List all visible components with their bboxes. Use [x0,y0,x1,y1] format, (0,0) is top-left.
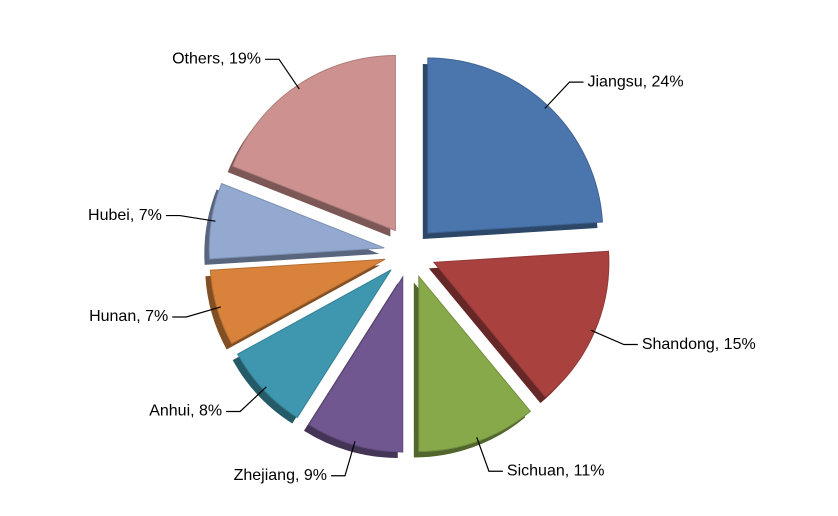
leader-line [172,306,221,318]
data-label: Others, 19% [172,51,261,68]
data-label: Sichuan, 11% [507,462,605,479]
data-label: Zhejiang, 9% [234,467,327,484]
leader-line [330,441,356,477]
data-label: Jiangsu, 24% [587,73,683,90]
data-label: Hunan, 7% [89,308,168,325]
leader-line [226,386,267,413]
leader-line [544,81,584,109]
data-label: Anhui, 8% [149,403,222,420]
data-label: Shandong, 15% [642,336,756,353]
slice [427,57,603,234]
leader-line [590,329,638,346]
leader-line [265,58,300,90]
leader-line [165,214,216,222]
data-label: Hubei, 7% [88,207,162,224]
leader-line [476,437,503,472]
